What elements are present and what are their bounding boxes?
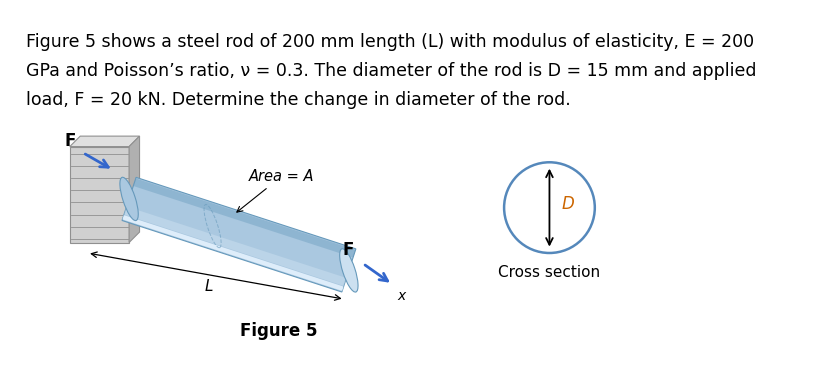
- Text: load, F = 20 kN. Determine the change in diameter of the rod.: load, F = 20 kN. Determine the change in…: [26, 91, 570, 109]
- Ellipse shape: [120, 177, 138, 221]
- Text: F: F: [64, 132, 76, 150]
- Text: Figure 5: Figure 5: [240, 322, 318, 340]
- Text: F: F: [342, 241, 354, 259]
- Polygon shape: [122, 177, 355, 292]
- Ellipse shape: [503, 162, 594, 253]
- Text: L: L: [205, 278, 213, 294]
- Text: D: D: [561, 195, 573, 213]
- Polygon shape: [133, 178, 355, 257]
- Polygon shape: [124, 206, 346, 286]
- Ellipse shape: [339, 249, 358, 292]
- Polygon shape: [69, 136, 140, 147]
- Polygon shape: [129, 136, 140, 242]
- Polygon shape: [69, 147, 129, 242]
- Text: Cross section: Cross section: [497, 265, 599, 280]
- Polygon shape: [122, 215, 344, 291]
- Text: GPa and Poisson’s ratio, ν = 0.3. The diameter of the rod is D = 15 mm and appli: GPa and Poisson’s ratio, ν = 0.3. The di…: [26, 62, 756, 80]
- Text: Area = A: Area = A: [237, 169, 314, 212]
- Text: Figure 5 shows a steel rod of 200 mm length (L) with modulus of elasticity, E = : Figure 5 shows a steel rod of 200 mm len…: [26, 33, 753, 51]
- Text: x: x: [397, 289, 405, 303]
